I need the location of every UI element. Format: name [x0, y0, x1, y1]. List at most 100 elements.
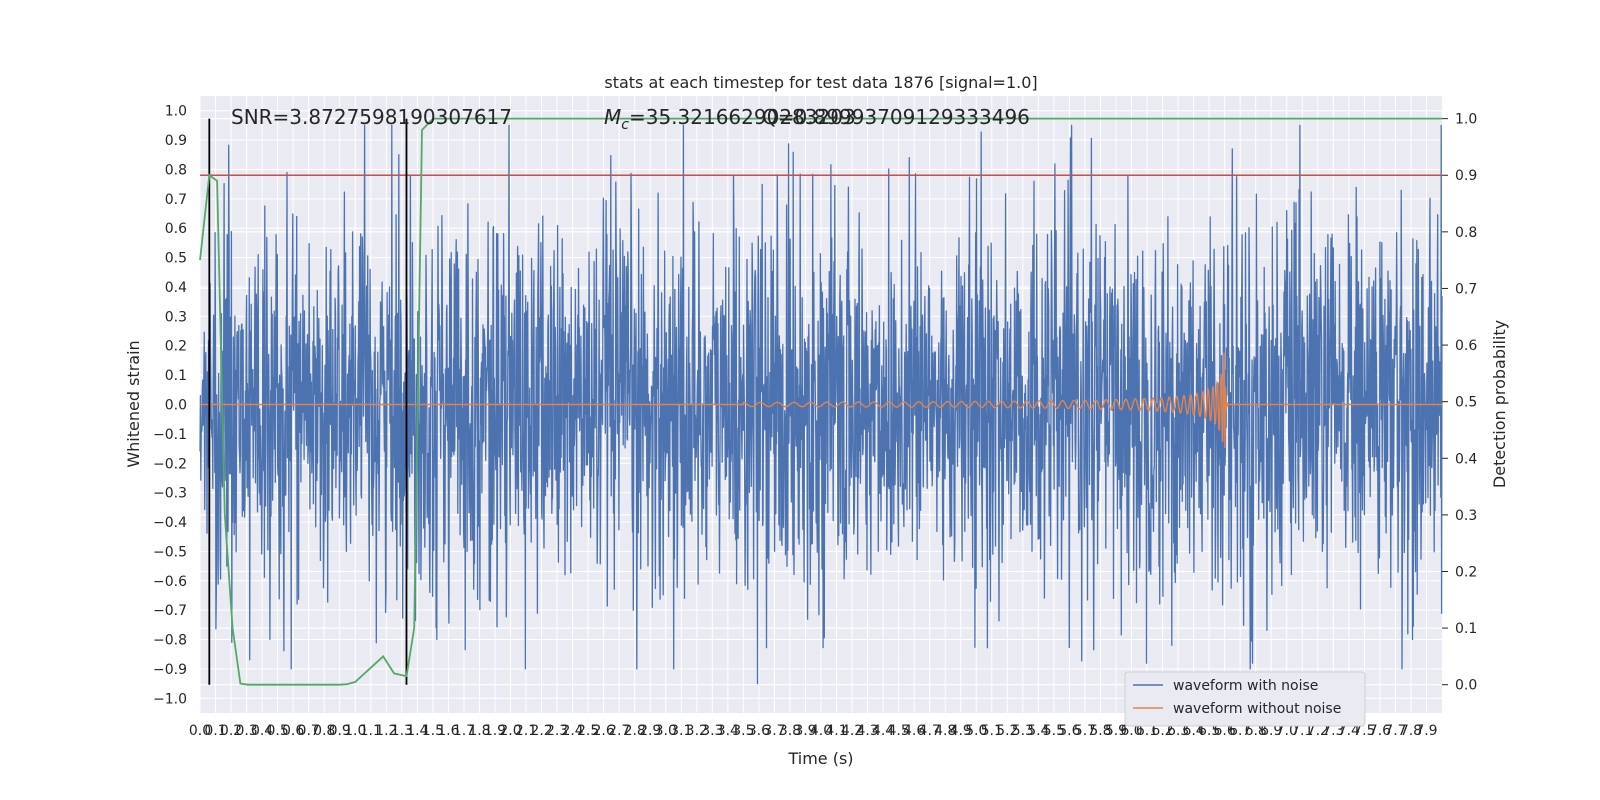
y-right-tick-label: 1.0 — [1455, 112, 1477, 128]
y-tick-label: 0.7 — [165, 192, 187, 208]
x-tick-label: 4.3 — [856, 723, 878, 739]
x-tick-label: 6.6 — [1214, 723, 1236, 739]
x-tick-label: 2.6 — [593, 723, 615, 739]
chart-title: stats at each timestep for test data 187… — [604, 73, 1037, 92]
x-tick-label: 2.2 — [530, 723, 552, 739]
x-tick-label: 4.4 — [872, 723, 894, 739]
x-tick-label: 7.8 — [1400, 723, 1422, 739]
legend-label-noise: waveform with noise — [1173, 678, 1318, 694]
y-tick-label: 0.1 — [165, 368, 187, 384]
x-tick-label: 2.4 — [561, 723, 583, 739]
x-tick-label: 5.6 — [1058, 723, 1080, 739]
x-tick-label: 3.4 — [717, 723, 739, 739]
x-tick-label: 1.0 — [344, 723, 366, 739]
x-tick-label: 3.7 — [763, 723, 785, 739]
x-tick-label: 4.0 — [810, 723, 832, 739]
x-tick-label: 7.9 — [1415, 723, 1437, 739]
y-tick-label: −0.4 — [153, 515, 187, 531]
x-tick-label: 0.8 — [313, 723, 335, 739]
x-tick-label: 0.6 — [282, 723, 304, 739]
chirp-mass-subscript: c — [621, 117, 629, 133]
y-right-tick-label: 0.7 — [1455, 281, 1477, 297]
x-tick-label: 0.0 — [189, 723, 211, 739]
x-tick-label: 6.1 — [1136, 723, 1158, 739]
x-tick-label: 2.5 — [577, 723, 599, 739]
x-tick-label: 2.7 — [608, 723, 630, 739]
x-tick-label: 6.7 — [1229, 723, 1251, 739]
y-right-tick-label: 0.5 — [1455, 395, 1477, 411]
x-tick-label: 5.0 — [965, 723, 987, 739]
x-tick-label: 4.7 — [919, 723, 941, 739]
x-tick-label: 1.2 — [375, 723, 397, 739]
y-tick-label: 0.2 — [165, 339, 187, 355]
x-tick-label: 6.4 — [1182, 723, 1204, 739]
x-tick-label: 5.9 — [1105, 723, 1127, 739]
x-tick-label: 7.5 — [1353, 723, 1375, 739]
legend-box — [1124, 671, 1366, 727]
x-tick-label: 1.3 — [391, 723, 413, 739]
x-tick-label: 7.1 — [1291, 723, 1313, 739]
y-right-tick-label: 0.2 — [1455, 564, 1477, 580]
y-tick-label: 0.9 — [165, 133, 187, 149]
x-tick-label: 5.5 — [1043, 723, 1065, 739]
x-tick-label: 4.9 — [950, 723, 972, 739]
y-tick-label: −0.9 — [153, 662, 187, 678]
x-tick-label: 7.7 — [1384, 723, 1406, 739]
y-tick-label: 0.6 — [165, 221, 187, 237]
x-tick-label: 2.8 — [624, 723, 646, 739]
y-tick-label: 1.0 — [165, 104, 187, 120]
x-tick-label: 1.4 — [406, 723, 428, 739]
x-tick-label: 3.6 — [748, 723, 770, 739]
x-tick-label: 5.1 — [981, 723, 1003, 739]
y-right-tick-label: 0.6 — [1455, 338, 1477, 354]
x-tick-label: 3.8 — [779, 723, 801, 739]
x-tick-label: 2.0 — [499, 723, 521, 739]
y-tick-label: −0.6 — [153, 574, 187, 590]
chirp-mass-annotation: Mc=35.32166290283203 — [604, 105, 856, 133]
x-tick-label: 1.1 — [360, 723, 382, 739]
y-right-tick-label: 0.1 — [1455, 621, 1477, 637]
y-right-tick-label: 0.4 — [1455, 451, 1477, 467]
x-tick-label: 6.2 — [1151, 723, 1173, 739]
x-tick-label: 3.0 — [655, 723, 677, 739]
x-tick-label: 4.5 — [887, 723, 909, 739]
x-tick-label: 2.9 — [639, 723, 661, 739]
y-tick-label: −0.1 — [153, 427, 187, 443]
x-tick-label: 0.1 — [204, 723, 226, 739]
x-axis-label: Time (s) — [787, 749, 853, 768]
x-tick-label: 2.1 — [515, 723, 537, 739]
x-tick-label: 6.0 — [1120, 723, 1142, 739]
x-tick-label: 4.8 — [934, 723, 956, 739]
x-tick-label: 3.1 — [670, 723, 692, 739]
y-right-tick-label: 0.8 — [1455, 225, 1477, 241]
y-tick-label: 0.0 — [165, 398, 187, 414]
x-tick-label: 3.2 — [686, 723, 708, 739]
x-tick-label: 0.2 — [220, 723, 242, 739]
x-tick-label: 3.3 — [701, 723, 723, 739]
x-tick-label: 1.9 — [484, 723, 506, 739]
chirp-mass-symbol: M — [604, 105, 621, 129]
x-tick-label: 3.9 — [794, 723, 816, 739]
x-tick-label: 6.9 — [1260, 723, 1282, 739]
x-tick-label: 4.6 — [903, 723, 925, 739]
y-right-tick-label: 0.9 — [1455, 168, 1477, 184]
y-right-tick-label: 0.0 — [1455, 678, 1477, 694]
axes: 0.00.10.20.30.40.50.60.70.80.91.01.11.21… — [153, 104, 1477, 739]
x-tick-label: 4.1 — [825, 723, 847, 739]
y-tick-label: 0.3 — [165, 309, 187, 325]
x-tick-label: 5.3 — [1012, 723, 1034, 739]
x-tick-label: 4.2 — [841, 723, 863, 739]
series-layer — [199, 117, 1443, 686]
x-tick-label: 0.5 — [266, 723, 288, 739]
snr-annotation: SNR=3.8727598190307617 — [231, 105, 512, 129]
y-tick-label: −0.7 — [153, 603, 187, 619]
legend: waveform with noise waveform without noi… — [1124, 671, 1366, 727]
x-tick-label: 7.2 — [1307, 723, 1329, 739]
y-tick-label: −0.3 — [153, 486, 187, 502]
x-tick-label: 0.9 — [329, 723, 351, 739]
x-tick-label: 7.3 — [1322, 723, 1344, 739]
y-axis-right-label: Detection probability — [1490, 320, 1509, 488]
x-tick-label: 1.8 — [468, 723, 490, 739]
chirp-mass-value: =35.32166290283203 — [629, 105, 856, 129]
